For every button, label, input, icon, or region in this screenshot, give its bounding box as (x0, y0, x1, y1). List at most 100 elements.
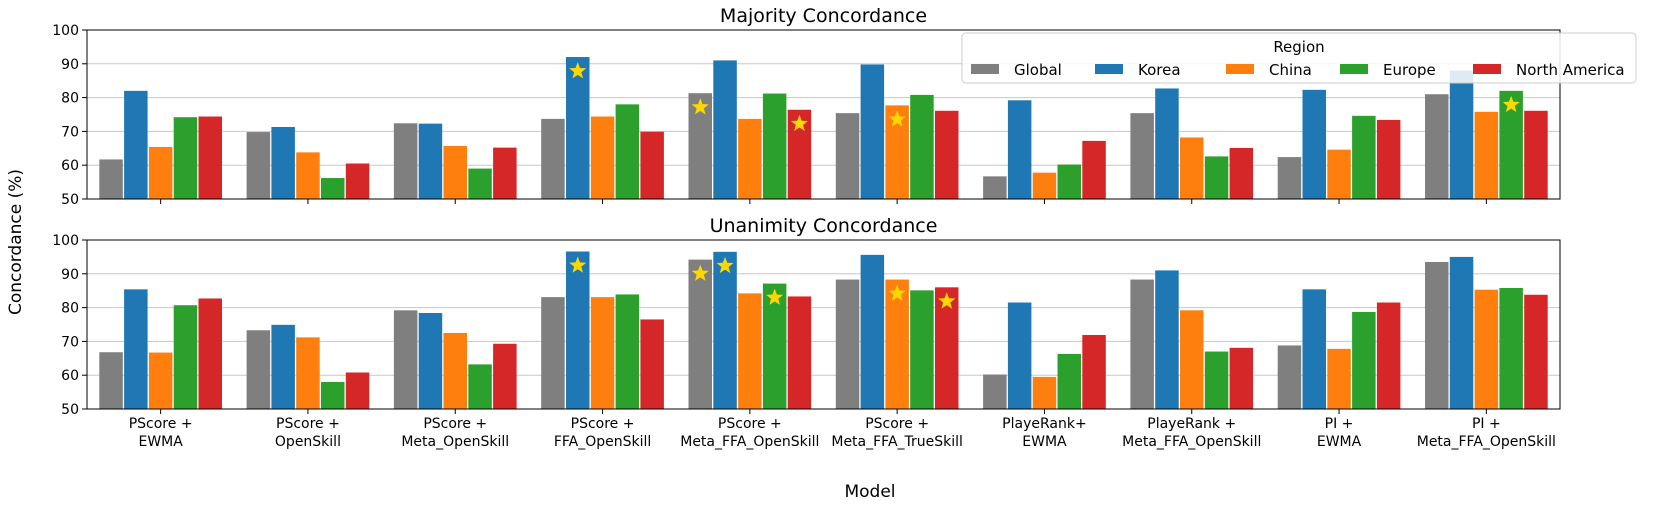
bar-global (1425, 94, 1449, 199)
y-tick-label: 70 (61, 124, 79, 140)
bar-china (148, 352, 173, 409)
bar-china (885, 105, 909, 199)
bar-china (1327, 348, 1351, 409)
x-tick-label: OpenSkill (275, 434, 341, 450)
bar-north-america (640, 319, 664, 409)
bar-global (983, 176, 1007, 199)
bar-north-america (787, 109, 812, 199)
legend-swatch-north-america (1473, 64, 1501, 74)
legend-label: Europe (1383, 61, 1436, 79)
legend-label: North America (1516, 61, 1625, 79)
x-tick-label: EWMA (1317, 434, 1362, 450)
bar-north-america (345, 372, 370, 409)
bar-korea (124, 289, 148, 409)
bar-europe (1057, 164, 1081, 199)
bar-korea (271, 127, 295, 199)
legend-swatch-global (971, 64, 999, 74)
bar-europe (1499, 90, 1523, 199)
bar-china (148, 146, 173, 199)
x-tick-label: PlayeRank+ (1002, 416, 1087, 432)
x-tick-label: Meta_FFA_OpenSkill (1122, 434, 1261, 450)
bar-global (246, 330, 271, 409)
bar-global (835, 113, 860, 199)
panel-title: Majority Concordance (720, 5, 927, 27)
bar-china (738, 118, 762, 199)
x-tick-label: Meta_FFA_OpenSkill (1417, 434, 1556, 450)
x-axis-title: Model (844, 482, 895, 502)
bar-north-america (198, 298, 222, 409)
bar-global (688, 93, 712, 199)
x-tick-label: Meta_FFA_OpenSkill (680, 434, 819, 450)
legend: Region Global Korea China Europe North Americ… (961, 32, 1637, 84)
bar-global (1277, 345, 1302, 409)
bar-china (885, 279, 909, 409)
legend-label: Korea (1138, 61, 1181, 79)
bar-europe (762, 93, 787, 199)
bar-korea (418, 123, 443, 199)
bar-europe (615, 104, 640, 199)
bar-china (443, 145, 467, 199)
bar-global (1130, 279, 1154, 409)
legend-label: China (1269, 61, 1312, 79)
bar-global (1130, 113, 1154, 199)
bar-north-america (1376, 119, 1401, 199)
bar-korea (860, 64, 885, 199)
legend-swatch-europe (1340, 64, 1368, 74)
bar-europe (1499, 288, 1523, 409)
y-tick-label: 80 (61, 301, 79, 317)
x-tick-label: PScore + (423, 416, 487, 432)
bar-korea (1155, 88, 1179, 199)
bar-korea (1449, 256, 1474, 409)
bar-north-america (1524, 110, 1548, 199)
bar-europe (615, 294, 640, 409)
panel-title: Unanimity Concordance (710, 215, 938, 237)
y-tick-label: 80 (61, 91, 79, 107)
bar-korea (271, 324, 295, 409)
bar-korea (566, 251, 590, 409)
x-tick-label: PI + (1325, 416, 1354, 432)
x-tick-label: PlayeRank + (1147, 416, 1236, 432)
legend-swatch-china (1226, 64, 1254, 74)
bar-europe (1352, 115, 1376, 199)
bar-europe (321, 178, 345, 199)
bar-north-america (935, 287, 959, 409)
y-tick-label: 50 (61, 192, 79, 208)
best-star-icon (716, 256, 734, 274)
bar-korea (566, 57, 590, 199)
bar-china (1327, 149, 1351, 199)
bar-korea (418, 313, 443, 409)
plot-frame (86, 239, 1561, 410)
bar-north-america (198, 116, 222, 199)
bar-china (590, 297, 615, 409)
best-star-icon (888, 284, 906, 301)
bar-north-america (935, 110, 959, 199)
bar-china (296, 337, 320, 409)
best-star-icon (938, 292, 956, 309)
bar-global (983, 374, 1007, 409)
best-star-icon (691, 98, 709, 115)
best-star-icon (888, 110, 906, 127)
bar-north-america (640, 131, 664, 199)
bar-korea (1007, 302, 1032, 409)
best-star-icon (569, 62, 587, 79)
x-tick-label: PScore + (865, 416, 929, 432)
bar-korea (1449, 70, 1474, 199)
bar-china (1474, 289, 1499, 409)
bar-global (541, 118, 565, 199)
x-tick-label: Meta_OpenSkill (401, 434, 509, 450)
y-tick-label: 70 (61, 334, 79, 350)
bar-korea (713, 251, 737, 409)
x-tick-label: PScore + (718, 416, 782, 432)
panel-2: Unanimity Concordance 50 60 70 80 90 100 (52, 215, 1561, 418)
y-tick-label: 100 (52, 233, 79, 249)
best-star-icon (790, 114, 809, 132)
bar-global (1425, 261, 1449, 409)
bar-north-america (493, 147, 517, 199)
bar-korea (713, 60, 737, 199)
y-tick-label: 60 (61, 158, 79, 174)
legend-label: Global (1014, 61, 1062, 79)
bar-north-america (1229, 347, 1254, 409)
y-tick-label: 50 (61, 402, 79, 418)
legend-swatch-korea (1095, 64, 1123, 74)
